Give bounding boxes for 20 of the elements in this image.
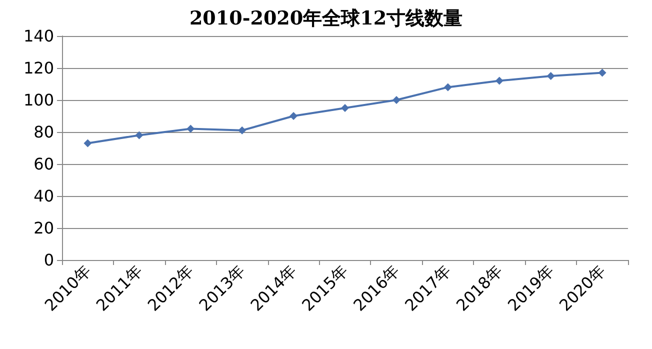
y-tick-label: 60 bbox=[34, 154, 54, 174]
point bbox=[444, 83, 452, 92]
point bbox=[495, 76, 504, 85]
y-tick-label: 120 bbox=[23, 58, 54, 78]
y-tick-label: 80 bbox=[34, 122, 54, 142]
chart-title: 2010-2020年全球12寸线数量 bbox=[189, 8, 463, 30]
y-tick-label: 140 bbox=[23, 26, 54, 46]
y-tick-label: 0 bbox=[44, 250, 54, 270]
point bbox=[598, 68, 606, 77]
y-tick-label: 20 bbox=[34, 218, 54, 238]
point bbox=[135, 131, 144, 140]
point bbox=[186, 124, 195, 133]
y-tick-label: 100 bbox=[23, 90, 54, 110]
point bbox=[546, 72, 555, 80]
point bbox=[341, 104, 349, 112]
point bbox=[392, 96, 400, 104]
point bbox=[84, 139, 92, 148]
y-tick-label: 40 bbox=[34, 186, 54, 206]
point bbox=[238, 126, 246, 134]
point bbox=[290, 112, 298, 120]
